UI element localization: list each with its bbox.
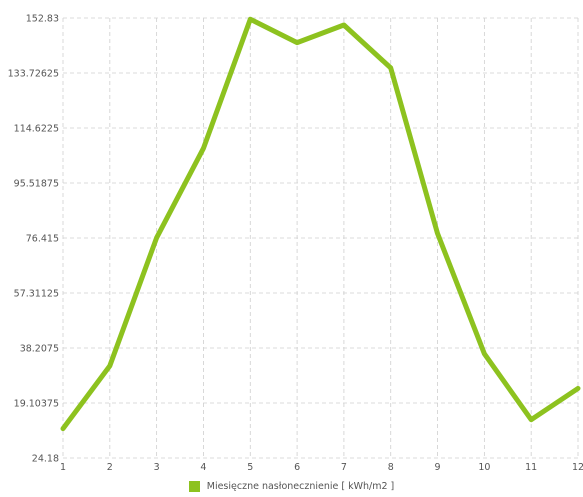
y-tick-label: 76.415	[26, 234, 59, 245]
y-tick-label: 114.6225	[14, 124, 59, 135]
legend: Miesięczne nasłonecznienie [ kWh/m2 ]	[0, 478, 583, 494]
x-tick-label: 1	[60, 462, 66, 473]
x-tick-label: 11	[525, 462, 537, 473]
y-tick-label: 152.83	[26, 14, 59, 25]
line-chart: 24.18 19.10375 38.2075 57.31125 76.415 95.518…	[8, 14, 583, 474]
legend-label: Miesięczne nasłonecznienie [ kWh/m2 ]	[206, 480, 395, 492]
x-axis-tick-labels: 1 2 3 4 5 6 7 8 9 10 11 12	[60, 462, 583, 473]
series-line-0	[60, 16, 581, 432]
x-tick-label: 8	[388, 462, 394, 473]
grid-lines	[62, 17, 579, 459]
x-tick-label: 3	[154, 462, 160, 473]
x-tick-label: 12	[572, 462, 583, 473]
y-tick-label: 19.10375	[14, 399, 59, 410]
x-tick-label: 4	[200, 462, 206, 473]
y-tick-label: 133.72625	[8, 69, 59, 80]
x-tick-label: 10	[478, 462, 490, 473]
x-tick-label: 6	[294, 462, 300, 473]
y-tick-label: 24.18	[32, 454, 59, 465]
y-tick-label: 95.51875	[14, 179, 59, 190]
legend-swatch	[188, 480, 200, 492]
y-axis-tick-labels: 24.18 19.10375 38.2075 57.31125 76.415 95.518…	[8, 14, 59, 465]
series-lines	[60, 16, 581, 432]
y-tick-label: 57.31125	[14, 289, 59, 300]
x-tick-label: 7	[341, 462, 347, 473]
x-tick-label: 2	[107, 462, 113, 473]
x-tick-label: 9	[435, 462, 441, 473]
y-tick-label: 38.2075	[20, 344, 59, 355]
x-tick-label: 5	[247, 462, 253, 473]
